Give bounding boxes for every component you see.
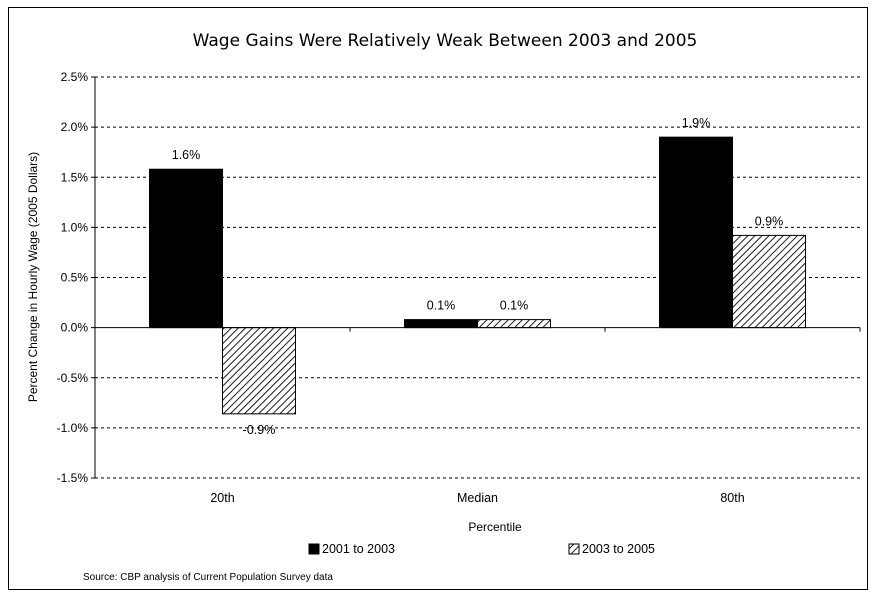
y-tick-label: -0.5% (57, 371, 89, 385)
bar-20th-series-1 (149, 168, 223, 329)
y-tick-label: 0.5% (61, 271, 89, 285)
chart-title: Wage Gains Were Relatively Weak Between … (193, 31, 698, 51)
data-label: 0.9% (755, 214, 784, 228)
x-axis-title: Percentile (468, 520, 522, 534)
y-tick-label: -1.0% (57, 421, 89, 435)
x-axis-category-labels: 20th Median 80th (210, 491, 744, 505)
y-tick-label: 0.0% (61, 321, 89, 335)
data-label: 0.1% (500, 299, 529, 313)
legend-label-2001-2003: 2001 to 2003 (322, 542, 395, 556)
y-axis-tick-labels: 2.5% 2.0% 1.5% 1.0% 0.5% 0.0% -0.5% -1.0% -1.5% (57, 70, 89, 485)
legend-swatch-2001-2003 (308, 543, 320, 555)
data-label: 1.6% (172, 148, 201, 162)
y-tick-label: 1.5% (61, 170, 89, 184)
data-label: 1.9% (682, 116, 711, 130)
bar-median-series-2 (477, 319, 551, 329)
legend: 2001 to 2003 2003 to 2005 (308, 542, 655, 556)
y-tick-label: 2.5% (61, 70, 89, 84)
bar-80th-series-1 (659, 136, 733, 329)
chart-frame (8, 7, 868, 590)
category-label-80th: 80th (720, 491, 744, 505)
legend-label-2003-2005: 2003 to 2005 (582, 542, 655, 556)
data-label: 0.1% (427, 299, 456, 313)
axes (91, 76, 861, 479)
category-label-20th: 20th (210, 491, 234, 505)
category-label-median: Median (457, 491, 498, 505)
bar-median-series-1 (404, 319, 478, 329)
bar-20th-series-2 (222, 327, 296, 415)
data-label: -0.9% (243, 423, 276, 437)
data-labels: 1.6% -0.9% 0.1% 0.1% 1.9% 0.9% (172, 116, 784, 437)
y-axis-title: Percent Change in Hourly Wage (2005 Doll… (26, 152, 40, 402)
y-tick-label: 1.0% (61, 220, 89, 234)
legend-swatch-2003-2005 (568, 543, 580, 555)
bars (149, 136, 806, 415)
bar-80th-series-2 (732, 234, 806, 329)
source-note: Source: CBP analysis of Current Populati… (83, 572, 333, 583)
y-tick-label: 2.0% (61, 120, 89, 134)
y-tick-label: -1.5% (57, 471, 89, 485)
